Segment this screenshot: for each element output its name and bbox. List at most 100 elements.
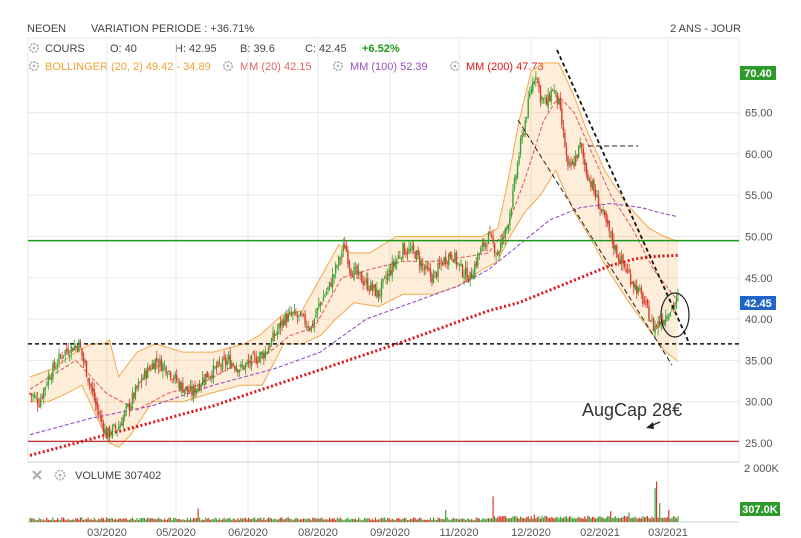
bollinger-gear-icon[interactable] [28, 60, 39, 71]
mm20-line [29, 95, 679, 411]
mm200-gear-icon[interactable] [449, 60, 460, 71]
volume-bar [335, 519, 337, 522]
volume-bar [578, 516, 580, 522]
candle-body [536, 78, 539, 80]
candle-body [134, 386, 137, 398]
volume-bar [264, 520, 266, 522]
candle-body [637, 287, 639, 293]
volume-bar [594, 518, 597, 522]
volume-bar [332, 518, 334, 522]
volume-bar [645, 516, 647, 522]
candle-body [434, 271, 436, 274]
candle-body [610, 231, 612, 233]
candle-body [483, 240, 485, 247]
volume-bar [461, 518, 464, 522]
candle-body [246, 361, 248, 363]
y-tick-label: 55.00 [745, 190, 773, 202]
candle-body [529, 93, 531, 97]
volume-bar [139, 518, 141, 522]
volume-bar [278, 518, 280, 522]
quote-close: C: 42.45 [305, 43, 347, 55]
volume-bar [287, 517, 289, 522]
candle-body [30, 393, 33, 396]
volume-bar [539, 518, 542, 522]
candle-body [530, 89, 532, 94]
candle-body [67, 349, 69, 355]
volume-bar [409, 518, 412, 522]
candle-body [367, 278, 369, 291]
candle-body [91, 387, 94, 392]
y-tick-label: 45.00 [745, 273, 773, 285]
candle-body [658, 320, 661, 325]
volume-bar [610, 511, 612, 522]
volume-bar [61, 517, 63, 522]
legend-mm200: MM (200) 47.73 [466, 61, 544, 73]
candle-body [84, 360, 86, 364]
volume-bar [362, 519, 364, 522]
volume-gear-icon[interactable] [54, 469, 66, 481]
close-icon[interactable] [32, 470, 42, 480]
candle-body [671, 306, 673, 310]
candle-body [458, 263, 461, 265]
volume-bar [388, 517, 390, 522]
candle-body [76, 346, 79, 351]
volume-bar [669, 518, 671, 522]
volume-bar [512, 516, 514, 522]
volume-bar [370, 520, 372, 522]
volume-bar [575, 518, 577, 522]
volume-bar [455, 518, 457, 522]
candle-body [278, 323, 280, 330]
candle-body [510, 208, 513, 216]
volume-bar [247, 517, 250, 522]
candle-body [364, 283, 366, 284]
candle-body [348, 261, 351, 268]
volume-bar [399, 518, 401, 522]
candle-body [88, 381, 91, 384]
volume-bar [72, 519, 74, 522]
candle-body [383, 276, 386, 278]
candle-body [654, 325, 656, 334]
candle-body [215, 365, 218, 369]
volume-bar [474, 519, 476, 522]
candle-body [128, 402, 131, 410]
candle-body [237, 369, 239, 373]
volume-bar [87, 517, 89, 522]
volume-bar [92, 519, 94, 522]
x-tick-label: 02/2021 [580, 527, 620, 538]
volume-bar [442, 518, 444, 522]
candle-body [324, 295, 326, 297]
candle-body [535, 76, 537, 80]
candle-body [663, 320, 665, 326]
candle-body [339, 258, 341, 260]
candle-body [506, 228, 508, 230]
candle-body [351, 276, 354, 278]
volume-bar [195, 517, 198, 522]
volume-bar [553, 518, 555, 522]
volume-bar [652, 518, 655, 522]
candle-body [319, 302, 322, 306]
candle-body [289, 311, 291, 314]
volume-bar [477, 517, 479, 522]
mm100-gear-icon[interactable] [332, 60, 343, 71]
volume-bar [396, 518, 398, 522]
volume-bar [64, 519, 66, 522]
candle-body [98, 411, 100, 415]
candle-body [645, 300, 647, 302]
volume-bar [38, 518, 40, 522]
candle-body [281, 319, 283, 326]
volume-bar [463, 518, 465, 522]
volume-bar [327, 519, 329, 522]
legend-bollinger: BOLLINGER (20, 2) 49.42 - 34.89 [45, 61, 211, 73]
volume-bar [30, 518, 33, 522]
mm20-gear-icon[interactable] [223, 60, 234, 71]
candle-body [443, 257, 445, 264]
candle-body [501, 236, 503, 245]
volume-bar [43, 519, 45, 522]
volume-bar [604, 518, 606, 522]
volume-bar [357, 517, 360, 522]
cours-gear-icon[interactable] [28, 42, 39, 53]
volume-bar [257, 518, 259, 522]
volume-bar [96, 520, 98, 522]
volume-bar [114, 518, 117, 522]
volume-bar [298, 519, 300, 522]
